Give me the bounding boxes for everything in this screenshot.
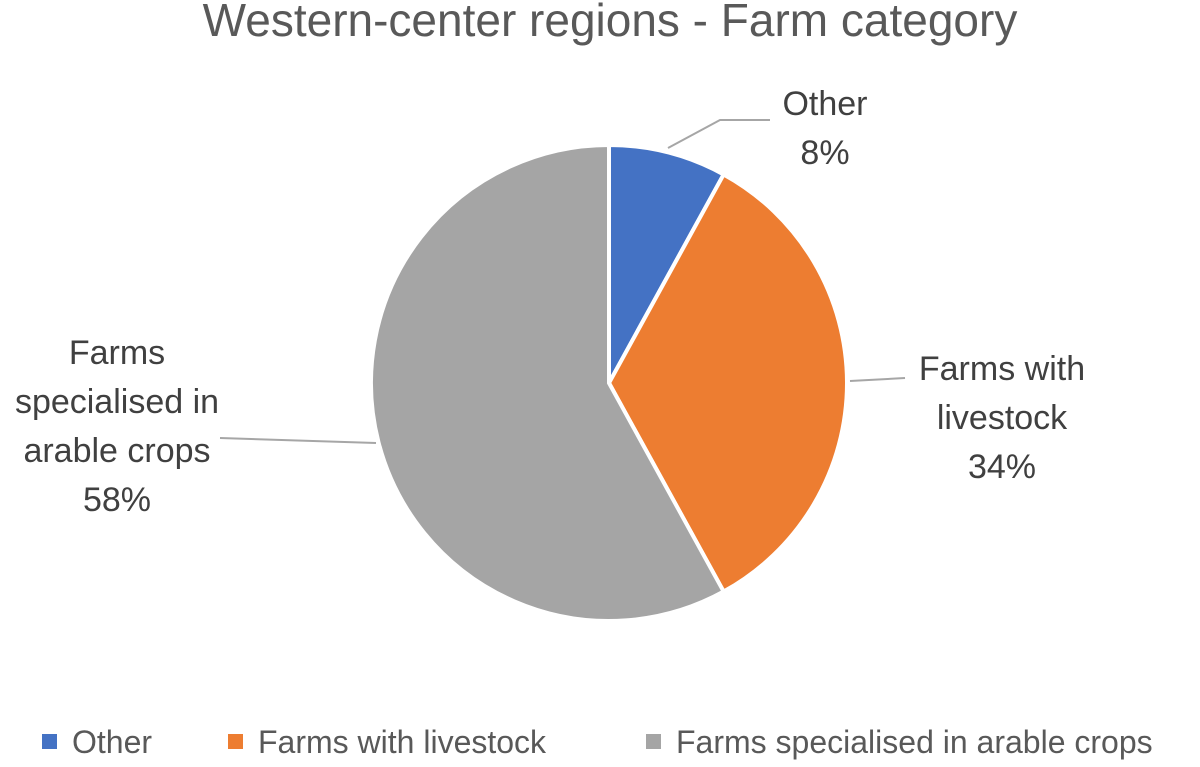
data-label-text-other: Other [782, 85, 867, 123]
pie-slice-other [607, 142, 727, 384]
data-label-text-farms-specialised-in-arable-crops: arable crops [23, 432, 210, 470]
data-label-value-other: 8% [800, 134, 849, 172]
legend-swatch-farms-specialised-in-arable-crops [646, 734, 661, 749]
leader-line-other [667, 119, 770, 149]
data-label-text-farms-specialised-in-arable-crops: Farms [69, 334, 165, 372]
pie-slice-farms-specialised-in-arable-crops [369, 142, 727, 623]
legend-swatch-farms-with-livestock [228, 734, 243, 749]
data-label-text-farms-specialised-in-arable-crops: specialised in [15, 383, 219, 421]
data-label-text-farms-with-livestock: Farms with [919, 350, 1085, 388]
leader-lines [219, 119, 906, 444]
legend-label-farms-with-livestock: Farms with livestock [258, 724, 547, 760]
chart-title: Western-center regions - Farm category [203, 0, 1018, 46]
data-labels: Other 8% Farms with livestock 34% Farms specia… [15, 85, 1085, 519]
leader-line-farms-specialised-in-arable-crops [219, 437, 377, 444]
data-label-value-farms-specialised-in-arable-crops: 58% [83, 481, 151, 519]
data-label-value-farms-with-livestock: 34% [968, 448, 1036, 486]
legend-label-other: Other [72, 724, 152, 760]
chart-legend: Other Farms with livestock Farms specialis… [42, 724, 1153, 760]
leader-line-farms-with-livestock [849, 377, 906, 382]
pie-slices [369, 142, 849, 623]
legend-label-farms-specialised-in-arable-crops: Farms specialised in arable crops [676, 724, 1153, 760]
data-label-text-farms-with-livestock: livestock [937, 399, 1068, 437]
legend-swatch-other [42, 734, 57, 749]
